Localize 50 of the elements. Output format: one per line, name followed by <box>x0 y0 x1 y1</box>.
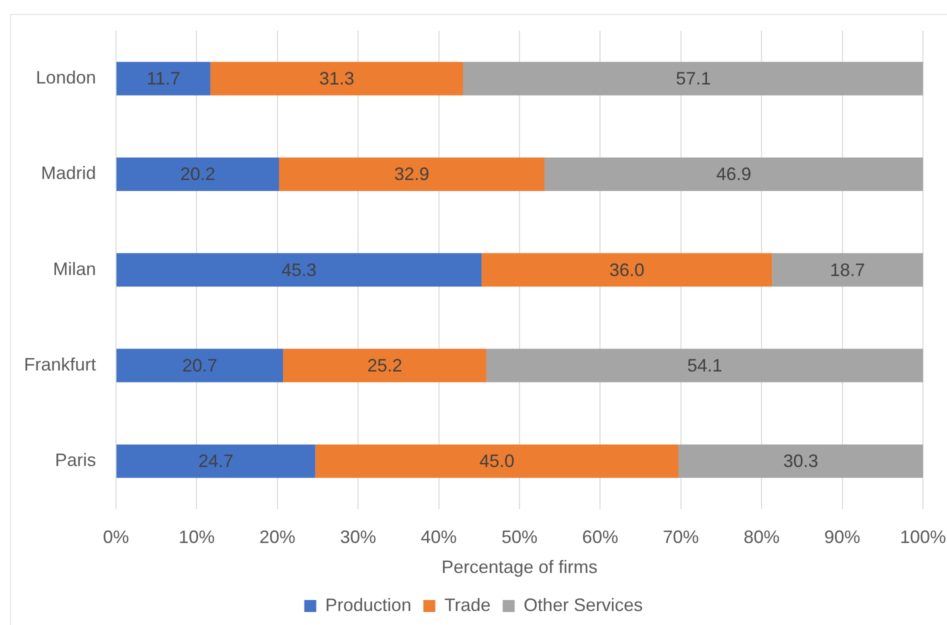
bar <box>116 348 284 382</box>
data-label: 18.7 <box>830 260 866 280</box>
data-label: 46.9 <box>716 164 752 184</box>
bar <box>116 253 482 287</box>
y-tick-label: Madrid <box>40 163 96 184</box>
bar <box>678 444 923 478</box>
y-tick-label: Frankfurt <box>24 354 96 375</box>
data-label: 20.7 <box>182 356 218 376</box>
y-tick-label: Milan <box>52 258 96 279</box>
data-label: 25.2 <box>367 356 402 376</box>
bar <box>283 348 486 382</box>
x-tick-label: 10% <box>178 526 215 547</box>
bar <box>116 444 316 478</box>
y-tick-label: Paris <box>54 450 96 470</box>
x-tick-label: 70% <box>662 526 699 547</box>
x-tick-label: 30% <box>340 526 376 547</box>
x-tick-label: 60% <box>582 526 618 547</box>
bar <box>486 348 923 382</box>
bar <box>463 62 923 96</box>
data-label: 32.9 <box>394 164 430 184</box>
legend-label: Other Services <box>524 594 643 615</box>
x-tick-label: 0% <box>102 526 130 547</box>
x-axis-title: Percentage of firms <box>441 557 598 578</box>
data-label: 20.2 <box>180 164 216 184</box>
x-tick-label: 20% <box>259 526 296 547</box>
bar <box>116 158 280 191</box>
x-tick-label: 40% <box>420 526 457 547</box>
legend-label: Production <box>325 594 412 615</box>
bar <box>544 158 923 191</box>
data-label: 30.3 <box>783 451 818 472</box>
bar <box>482 253 772 287</box>
bar <box>315 444 678 478</box>
bar <box>116 62 210 96</box>
data-label: 45.3 <box>282 260 317 280</box>
data-label: 45.0 <box>479 451 514 472</box>
x-tick-label: 80% <box>744 526 780 547</box>
data-label: 57.1 <box>676 68 711 89</box>
data-label: 54.1 <box>687 356 722 376</box>
data-label: 11.7 <box>146 68 180 89</box>
x-tick-label: 100% <box>900 526 946 547</box>
data-label: 36.0 <box>609 260 644 280</box>
x-tick-label: 50% <box>501 526 538 547</box>
bar <box>279 158 545 191</box>
y-tick-label: London <box>36 68 96 88</box>
data-label: 31.3 <box>319 68 354 89</box>
x-tick-label: 90% <box>824 526 860 547</box>
bar <box>772 253 923 287</box>
bar <box>210 62 464 96</box>
data-label: 24.7 <box>198 451 234 472</box>
legend-label: Trade <box>444 594 491 615</box>
